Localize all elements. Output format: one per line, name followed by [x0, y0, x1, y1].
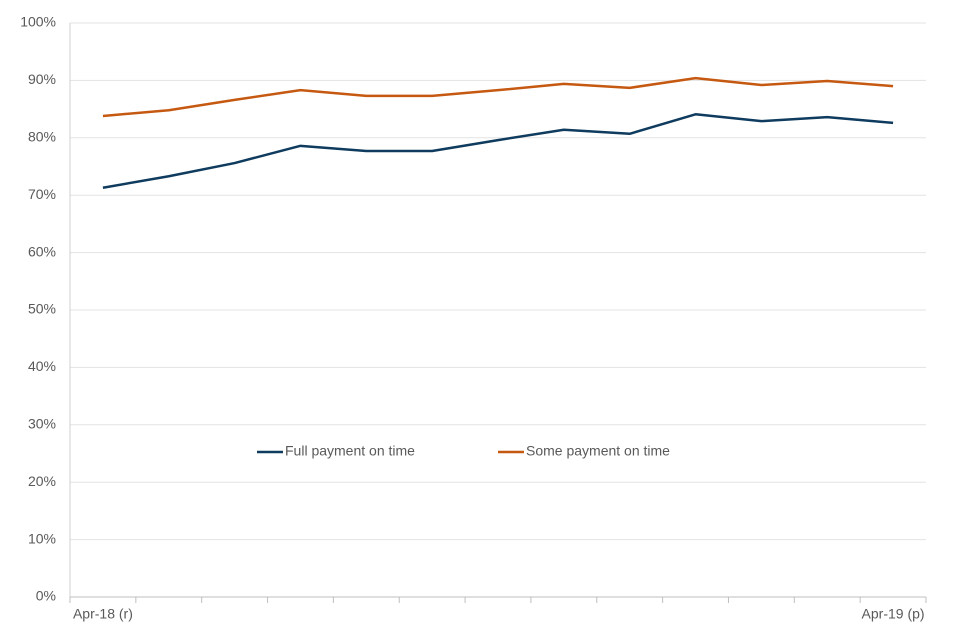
y-tick-label: 40% — [28, 358, 56, 374]
y-tick-label: 60% — [28, 243, 56, 259]
series-line — [102, 76, 894, 118]
y-tick-label: 50% — [28, 301, 56, 317]
legend-label: Full payment on time — [285, 443, 415, 459]
y-tick-label: 100% — [20, 14, 56, 30]
series-line — [102, 113, 894, 189]
y-tick-label: 80% — [28, 129, 56, 145]
y-tick-label: 0% — [36, 588, 56, 604]
x-tick-label: Apr-19 (p) — [862, 606, 925, 622]
y-tick-label: 70% — [28, 186, 56, 202]
legend-label: Some payment on time — [526, 443, 670, 459]
y-tick-label: 20% — [28, 473, 56, 489]
y-tick-label: 90% — [28, 71, 56, 87]
x-tick-label: Apr-18 (r) — [73, 606, 133, 622]
y-tick-label: 30% — [28, 416, 56, 432]
y-tick-label: 10% — [28, 530, 56, 546]
